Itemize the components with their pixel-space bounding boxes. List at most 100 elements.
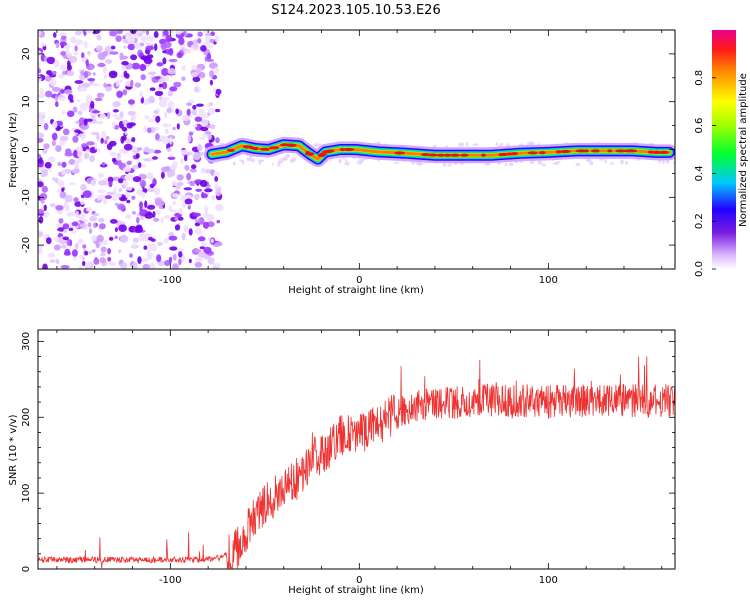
- noise-blob: [161, 201, 165, 206]
- noise-blob: [153, 149, 162, 154]
- noise-blob: [282, 157, 286, 161]
- noise-blob: [155, 133, 160, 141]
- noise-blob: [38, 112, 43, 119]
- noise-blob: [415, 161, 421, 165]
- noise-blob: [81, 52, 85, 59]
- noise-blob: [135, 153, 140, 159]
- noise-blob: [599, 158, 604, 161]
- noise-blob: [154, 126, 160, 131]
- noise-blob: [60, 265, 70, 269]
- noise-blob: [161, 68, 169, 76]
- colorbar-tick-label: 0.2: [694, 213, 705, 229]
- noise-blob: [176, 52, 183, 59]
- noise-blob: [84, 250, 89, 256]
- noise-blob: [63, 168, 72, 174]
- noise-blob: [99, 223, 106, 230]
- noise-blob: [194, 116, 203, 122]
- noise-blob: [86, 207, 92, 212]
- noise-blob: [138, 162, 142, 169]
- noise-blob: [153, 217, 160, 222]
- noise-blob: [180, 158, 184, 165]
- noise-blob: [84, 101, 91, 107]
- noise-blob: [77, 150, 83, 158]
- noise-blob: [141, 191, 146, 198]
- noise-blob: [55, 42, 60, 49]
- noise-blob: [101, 162, 106, 166]
- signal-peak: [555, 150, 560, 154]
- noise-blob: [64, 204, 70, 212]
- noise-blob: [83, 83, 91, 87]
- noise-blob: [139, 42, 145, 47]
- noise-blob: [74, 30, 82, 36]
- x-tick-label: 100: [539, 275, 558, 286]
- noise-blob: [102, 50, 109, 57]
- noise-blob: [38, 132, 45, 139]
- noise-blob: [338, 158, 342, 163]
- colorbar: 0.0 0.2 0.4 0.6 0.8 Normalized spectral ampl…: [694, 30, 749, 277]
- noise-blob: [74, 129, 81, 134]
- noise-blob: [172, 263, 179, 269]
- noise-blob: [194, 228, 203, 235]
- x-tick-label: 100: [539, 575, 558, 586]
- noise-blob: [180, 194, 187, 202]
- signal-peak: [443, 153, 452, 157]
- noise-blob: [170, 209, 177, 213]
- noise-blob: [200, 126, 209, 132]
- snr-panel: -100 0 100 0 100 200 300 Height of straight li…: [8, 329, 676, 596]
- noise-blob: [74, 45, 78, 52]
- noise-blob: [38, 181, 44, 188]
- noise-blob: [158, 100, 168, 108]
- noise-blob: [164, 260, 171, 267]
- noise-blob: [73, 197, 79, 203]
- noise-blob: [191, 65, 197, 71]
- noise-blob: [76, 99, 81, 103]
- noise-blob: [89, 64, 94, 71]
- noise-blob: [175, 30, 182, 35]
- noise-blob: [150, 238, 156, 242]
- noise-blob: [60, 51, 66, 56]
- noise-blob: [127, 111, 136, 116]
- noise-blob: [178, 258, 182, 266]
- noise-blob: [74, 80, 84, 84]
- noise-blob: [210, 238, 214, 243]
- noise-blob: [124, 151, 128, 155]
- noise-blob: [199, 152, 204, 156]
- x-tick-label: 0: [356, 575, 362, 586]
- noise-blob: [103, 82, 107, 88]
- noise-blob: [80, 200, 85, 205]
- noise-blob: [192, 212, 201, 217]
- noise-blob: [184, 48, 192, 54]
- noise-blob: [206, 58, 215, 62]
- signal-peak: [343, 147, 355, 152]
- noise-blob: [187, 135, 192, 143]
- noise-blob: [78, 254, 84, 259]
- noise-blob: [160, 216, 164, 224]
- noise-blob: [92, 72, 96, 76]
- noise-blob: [147, 204, 156, 210]
- noise-blob: [361, 158, 365, 163]
- signal-peak: [249, 146, 255, 150]
- noise-blob: [160, 171, 165, 179]
- noise-blob: [78, 117, 86, 125]
- noise-blob: [107, 248, 111, 255]
- noise-blob: [181, 65, 186, 71]
- noise-blob: [90, 235, 98, 242]
- noise-blob: [575, 163, 581, 166]
- noise-blob: [45, 90, 53, 98]
- noise-blob: [66, 211, 76, 217]
- noise-blob: [508, 162, 514, 167]
- noise-blob: [195, 257, 204, 262]
- noise-blob: [163, 111, 168, 119]
- noise-blob: [104, 139, 108, 145]
- colorbar-tick-label: 0.6: [694, 118, 705, 134]
- noise-blob: [99, 113, 106, 119]
- noise-blob: [41, 185, 48, 193]
- noise-blob: [143, 245, 148, 250]
- noise-blob: [344, 161, 350, 166]
- noise-blob: [200, 113, 210, 119]
- noise-blob: [67, 94, 74, 101]
- noise-blob: [111, 176, 121, 181]
- noise-blob: [176, 123, 180, 130]
- noise-blob: [184, 154, 188, 162]
- noise-blob: [75, 210, 79, 218]
